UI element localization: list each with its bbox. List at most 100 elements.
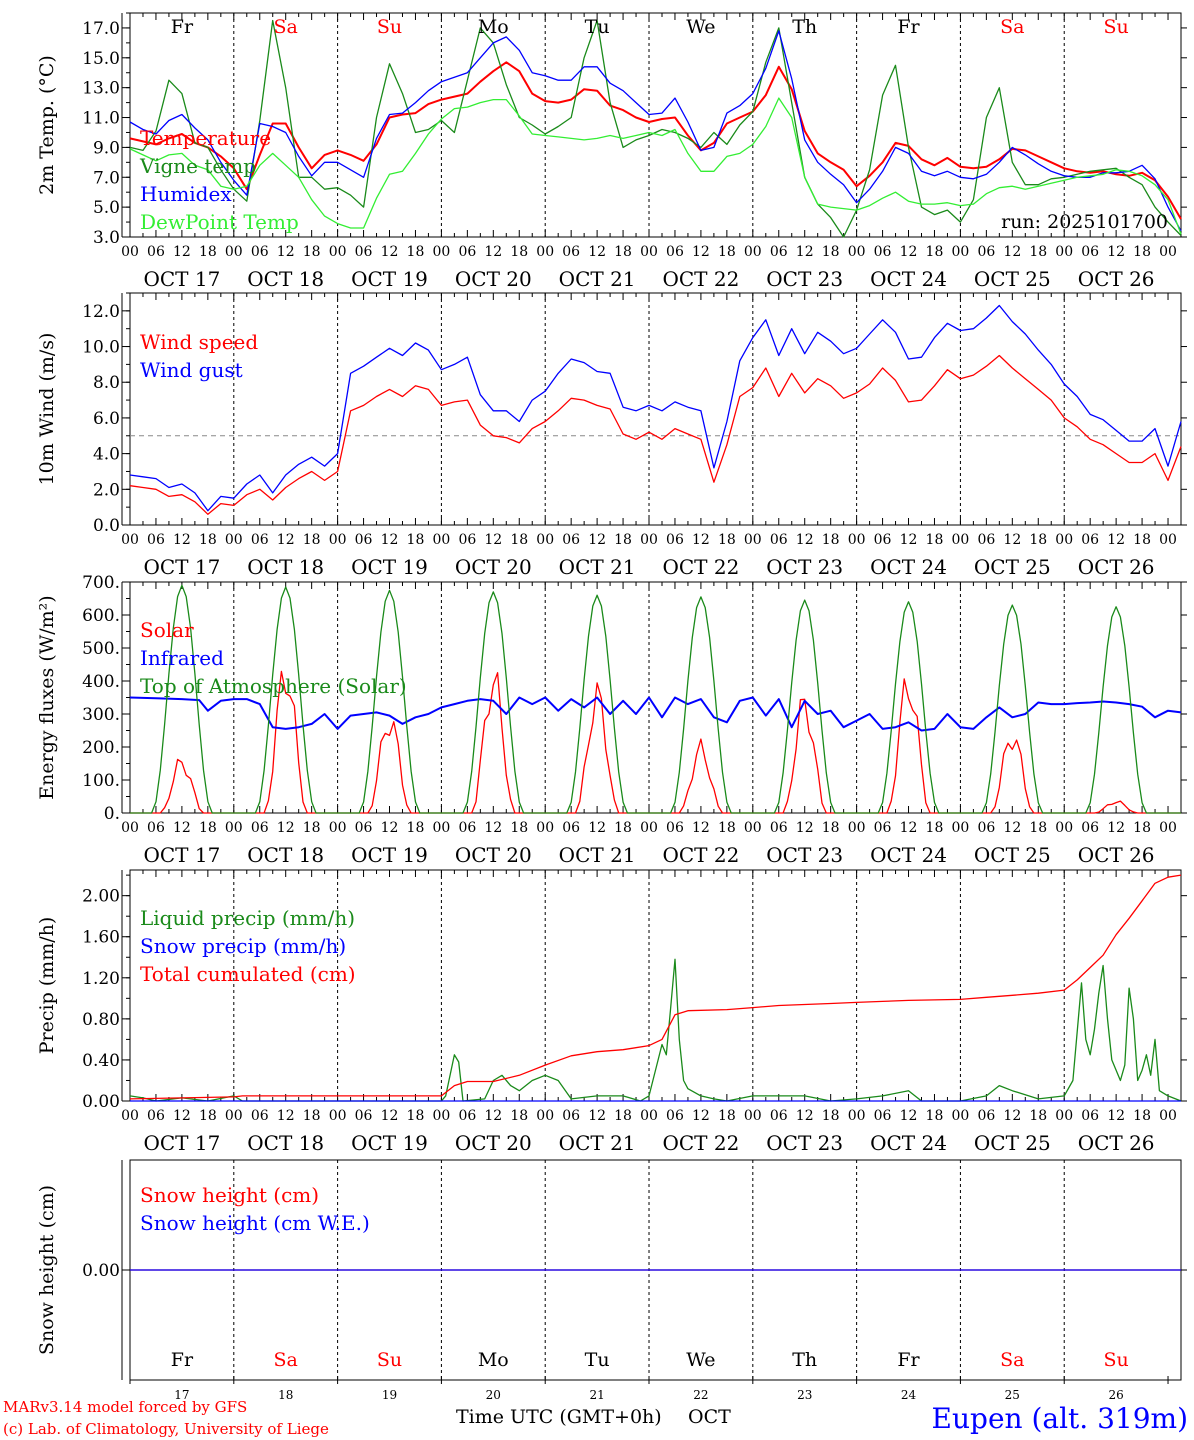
hour-label: 12 <box>900 532 918 548</box>
month-label: OCT <box>688 1406 731 1428</box>
hour-label: 00 <box>329 244 347 260</box>
hour-label: 18 <box>822 244 840 260</box>
hour-label: 12 <box>900 244 918 260</box>
hour-label: 00 <box>640 820 658 836</box>
day-abbr: Th <box>792 16 817 38</box>
hour-label: 12 <box>900 820 918 836</box>
hour-label: 12 <box>692 1108 710 1124</box>
y-tick-label: 0.00 <box>82 1261 120 1281</box>
hour-label: 00 <box>432 820 450 836</box>
series-infrared <box>129 696 1182 732</box>
day-abbr: We <box>686 16 715 38</box>
hour-label: 00 <box>744 1108 762 1124</box>
hour-label: 06 <box>1081 820 1099 836</box>
date-label: OCT 21 <box>559 267 636 291</box>
date-label: OCT 18 <box>247 555 324 579</box>
hour-label: 12 <box>1107 244 1125 260</box>
hour-label: 06 <box>770 532 788 548</box>
date-label: OCT 18 <box>247 1131 324 1155</box>
y-tick-label: 17.0 <box>82 19 120 39</box>
y-tick-label: 9.0 <box>93 138 120 158</box>
hour-label: 00 <box>225 244 243 260</box>
hour-label: 00 <box>225 532 243 548</box>
model-credit-line: MARv3.14 model forced by GFS <box>3 1398 247 1416</box>
hour-label: 00 <box>848 244 866 260</box>
day-abbr: Fr <box>171 1349 194 1371</box>
hour-label: 00 <box>121 820 139 836</box>
hour-label: 06 <box>562 820 580 836</box>
date-label: OCT 19 <box>351 267 428 291</box>
legend-entry: Snow height (cm W.E.) <box>140 1211 370 1235</box>
day-abbr: We <box>686 1349 715 1371</box>
date-label: OCT 24 <box>870 267 947 291</box>
date-label: OCT 19 <box>351 843 428 867</box>
legend-entry: Infrared <box>140 646 224 670</box>
day-abbr: Sa <box>1000 16 1024 38</box>
hour-label: 12 <box>588 532 606 548</box>
hour-label: 12 <box>1003 1108 1021 1124</box>
hour-label: 06 <box>977 244 995 260</box>
hour-label: 12 <box>381 244 399 260</box>
date-label: OCT 21 <box>559 843 636 867</box>
hour-label: 18 <box>614 1108 632 1124</box>
hour-label: 00 <box>225 820 243 836</box>
hour-label: 18 <box>510 820 528 836</box>
hour-label: 12 <box>1003 244 1021 260</box>
hour-label: 12 <box>173 244 191 260</box>
legend-entry: Wind speed <box>140 330 258 354</box>
hour-label: 00 <box>1055 820 1073 836</box>
date-label: OCT 22 <box>662 555 739 579</box>
day-abbr: Sa <box>1000 1349 1024 1371</box>
day-number: 22 <box>693 1388 708 1402</box>
y-tick-label: 7.0 <box>93 168 120 188</box>
y-tick-label: 3.0 <box>93 228 120 248</box>
hour-label: 00 <box>952 244 970 260</box>
hour-label: 12 <box>484 532 502 548</box>
hour-label: 00 <box>432 532 450 548</box>
legend-entry: Temperature <box>140 126 271 150</box>
hour-label: 06 <box>977 1108 995 1124</box>
hour-label: 00 <box>952 1108 970 1124</box>
legend-entry: Total cumulated (cm) <box>140 962 356 986</box>
date-label: OCT 22 <box>662 843 739 867</box>
date-label: OCT 23 <box>766 1131 843 1155</box>
y-tick-label: 15.0 <box>82 49 120 69</box>
hour-label: 12 <box>588 1108 606 1124</box>
hour-label: 00 <box>121 532 139 548</box>
date-label: OCT 19 <box>351 1131 428 1155</box>
hour-label: 06 <box>874 820 892 836</box>
y-axis-label: 2m Temp. (°C) <box>36 55 58 195</box>
hour-label: 00 <box>1159 244 1177 260</box>
legend-entry: Snow precip (mm/h) <box>140 934 346 958</box>
hour-label: 18 <box>1029 532 1047 548</box>
date-label: OCT 25 <box>974 267 1051 291</box>
date-label: OCT 24 <box>870 843 947 867</box>
date-label: OCT 25 <box>974 843 1051 867</box>
day-abbr: Su <box>1103 1349 1128 1371</box>
hour-label: 18 <box>822 820 840 836</box>
hour-label: 18 <box>614 532 632 548</box>
y-tick-label: 400. <box>82 672 120 692</box>
hour-label: 12 <box>173 1108 191 1124</box>
hour-label: 06 <box>666 532 684 548</box>
hour-label: 18 <box>1133 1108 1151 1124</box>
hour-label: 00 <box>1159 532 1177 548</box>
day-abbr: Mo <box>478 1349 509 1371</box>
date-label: OCT 23 <box>766 555 843 579</box>
hour-label: 12 <box>796 532 814 548</box>
y-axis-label: Energy fluxes (W/m²) <box>36 595 58 799</box>
day-abbr: Mo <box>478 16 509 38</box>
legend-entry: Snow height (cm) <box>140 1183 319 1207</box>
y-tick-label: 1.20 <box>82 969 120 989</box>
day-number: 17 <box>174 1388 189 1402</box>
hour-label: 12 <box>484 820 502 836</box>
hour-label: 06 <box>562 1108 580 1124</box>
day-number: 19 <box>382 1388 397 1402</box>
date-label: OCT 17 <box>143 1131 220 1155</box>
hour-label: 12 <box>1107 820 1125 836</box>
hour-label: 18 <box>510 244 528 260</box>
panel-snow: 0.00 Snow height (cm) Snow height (cm) Snow… <box>36 1159 1187 1402</box>
y-tick-label: 1.60 <box>82 928 120 948</box>
y-tick-label: 600. <box>82 606 120 626</box>
hour-label: 06 <box>147 244 165 260</box>
